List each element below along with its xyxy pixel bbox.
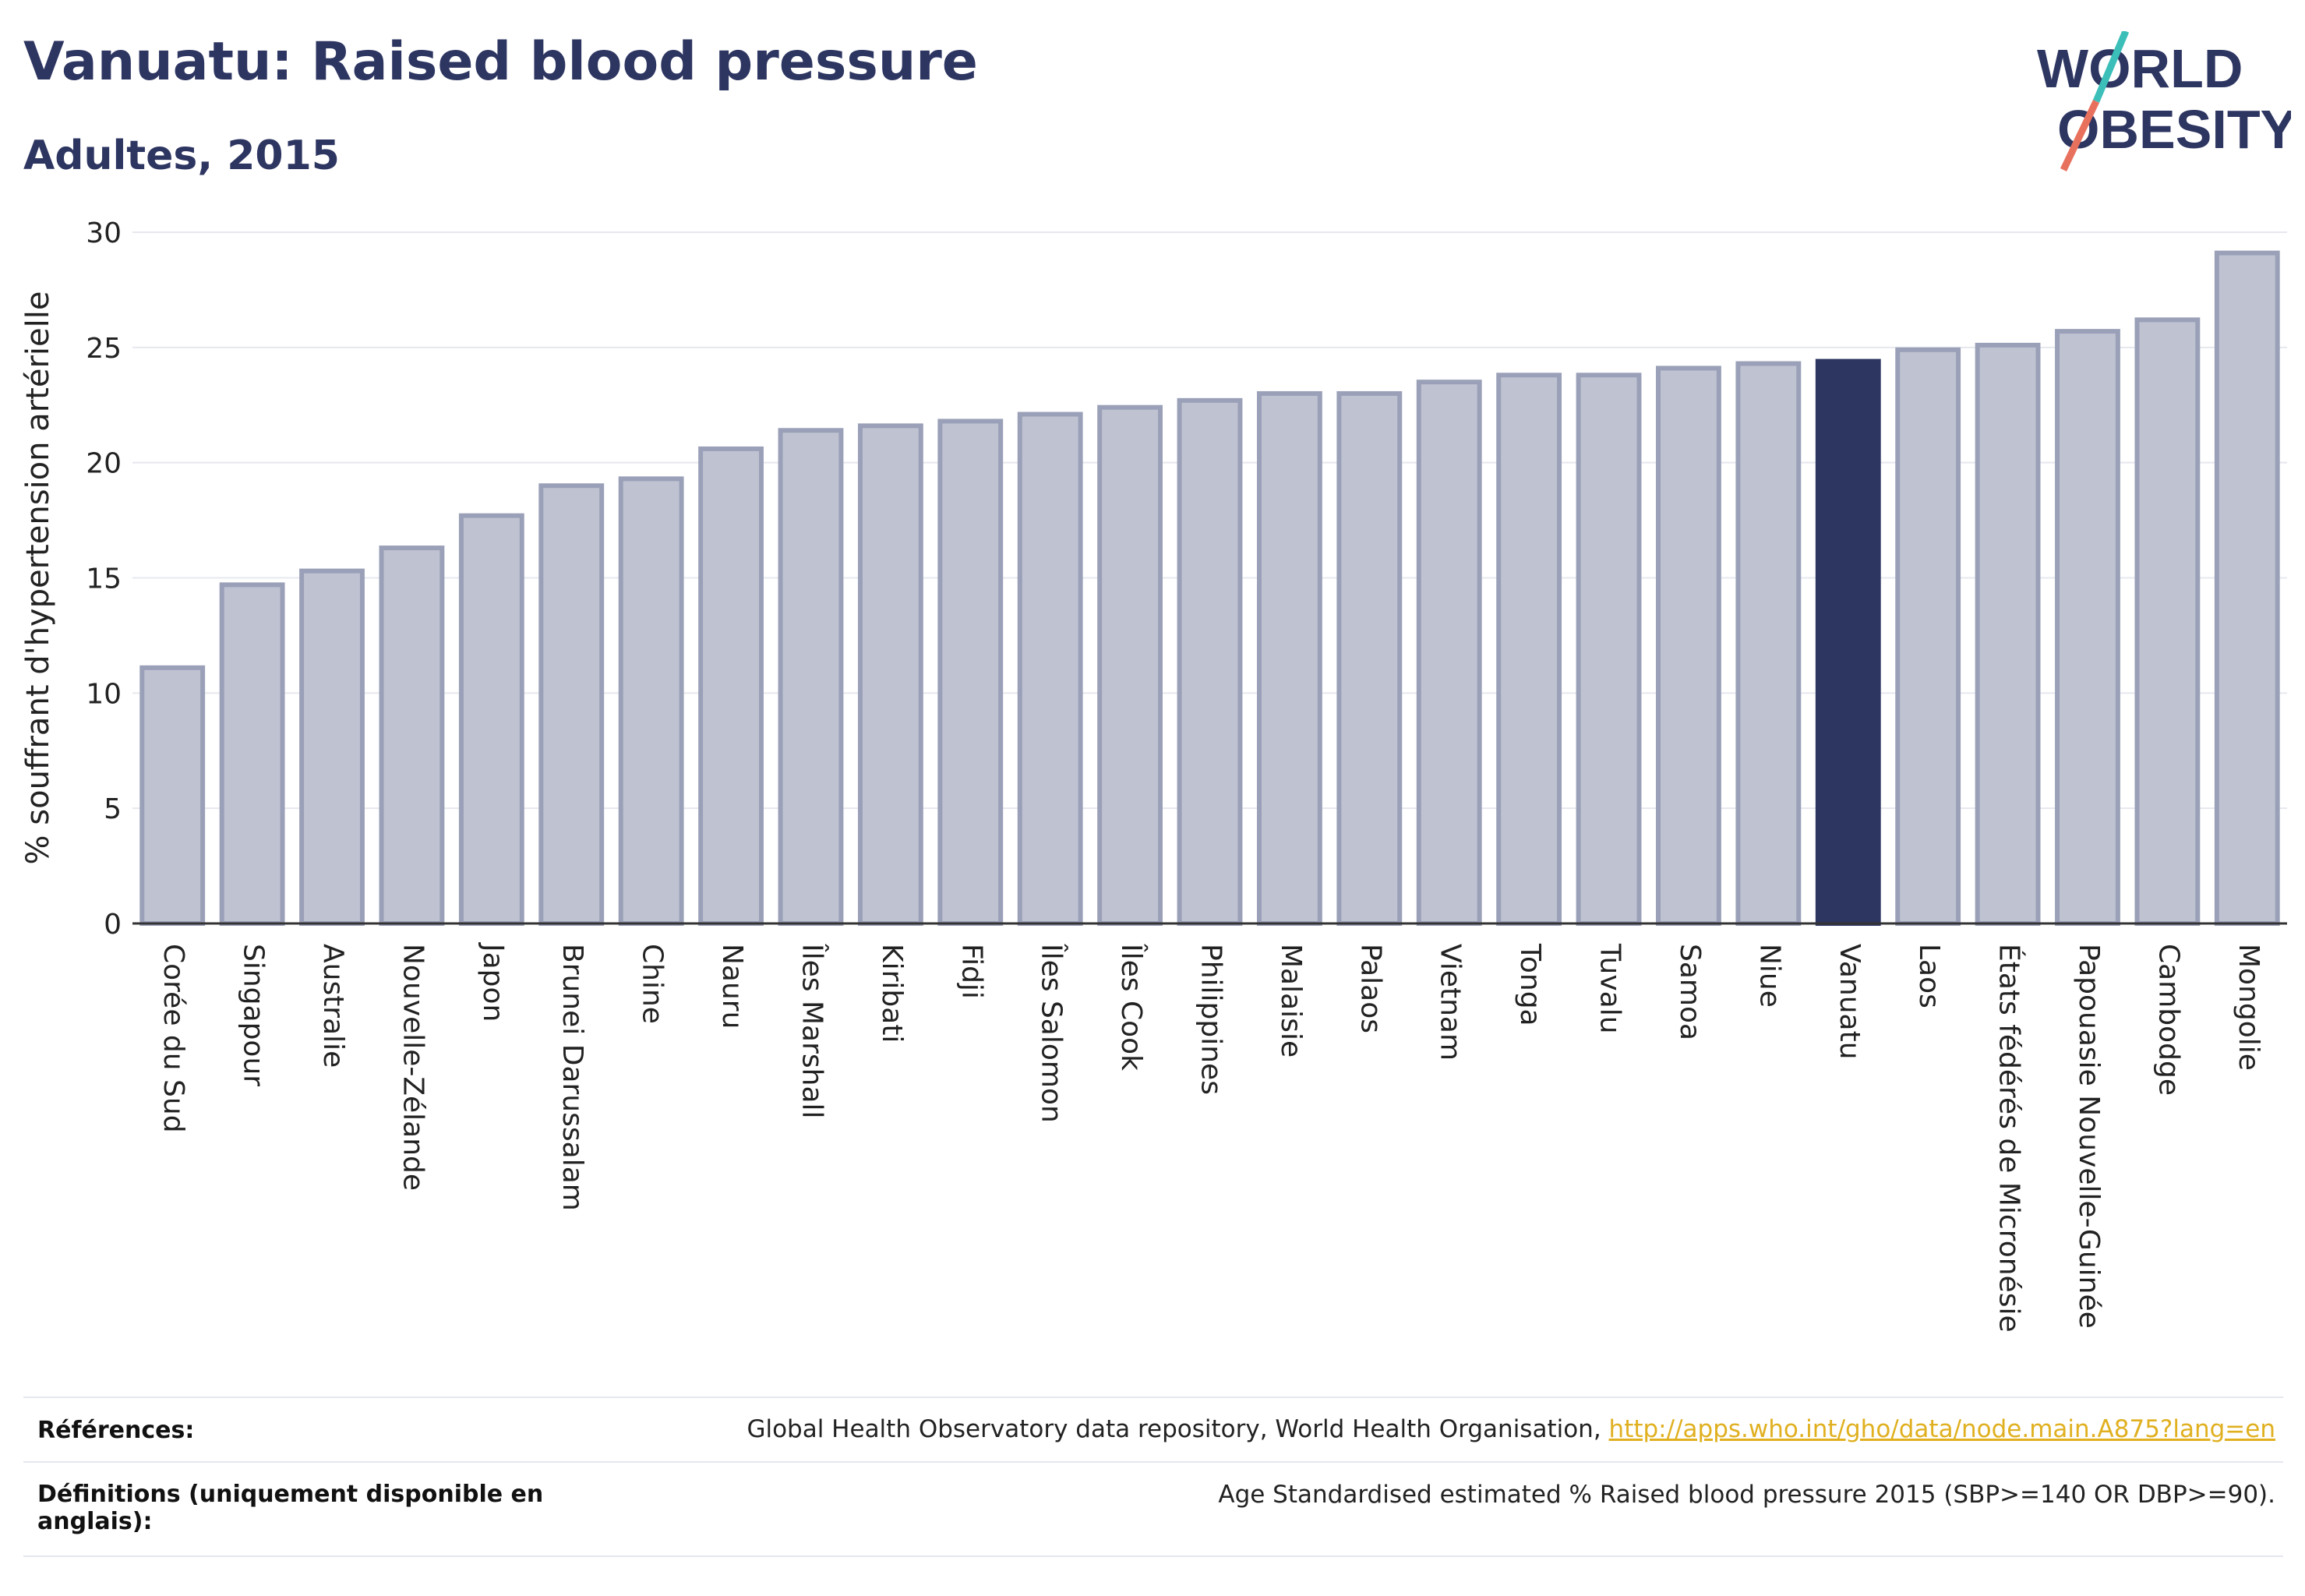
logo-slash-bottom bbox=[2060, 100, 2100, 171]
logo-slash-top bbox=[2092, 31, 2130, 103]
y-tick-label: 0 bbox=[104, 909, 122, 941]
chart-subtitle: Adultes, 2015 bbox=[23, 132, 340, 179]
references-label: Références: bbox=[37, 1417, 195, 1444]
x-tick-label: Papouasie Nouvelle-Guinée bbox=[2073, 944, 2105, 1329]
y-axis-label: % souffrant d'hypertension artérielle bbox=[20, 291, 56, 865]
y-tick-label: 30 bbox=[86, 217, 122, 249]
bar-chine bbox=[618, 476, 684, 926]
bar-philippines bbox=[1177, 397, 1243, 926]
bar-niue bbox=[1735, 361, 1802, 926]
bar-vanuatu bbox=[1815, 358, 1881, 927]
bar-fidji bbox=[937, 418, 1004, 926]
bar-nauru bbox=[698, 446, 764, 926]
x-tick-label: Fidji bbox=[955, 944, 987, 999]
y-tick-label: 15 bbox=[86, 563, 122, 595]
x-tick-label: Brunei Darussalam bbox=[556, 944, 588, 1211]
x-tick-label: Australie bbox=[317, 944, 349, 1068]
footer-divider-middle bbox=[23, 1461, 2283, 1463]
x-tick-label: Vietnam bbox=[1435, 944, 1467, 1061]
definitions-label: Définitions (uniquement disponible en an… bbox=[37, 1481, 543, 1535]
definitions-label-line1: Définitions (uniquement disponible en bbox=[37, 1481, 544, 1508]
definitions-label-line2: anglais): bbox=[37, 1508, 153, 1535]
bar-chart: 0 5 10 15 20 25 30 Corée du Sud Singapour Austra… bbox=[20, 217, 2287, 1333]
bar-mongolie bbox=[2214, 250, 2280, 926]
x-tick-label: Samoa bbox=[1674, 944, 1706, 1040]
x-tick-label: Philippines bbox=[1195, 944, 1227, 1095]
x-tick-label: Laos bbox=[1913, 944, 1945, 1008]
x-tick-label: Nauru bbox=[716, 944, 748, 1029]
bar-nouvelle-zélande bbox=[379, 546, 445, 927]
x-tick-label: États fédérés de Micronésie bbox=[1993, 944, 2026, 1333]
x-tick-label: Corée du Sud bbox=[157, 944, 189, 1133]
bar-malaisie bbox=[1256, 390, 1322, 926]
x-tick-label: Îles Cook bbox=[1115, 943, 1148, 1071]
bar-états-fédérés-de-micronésie bbox=[1975, 342, 2041, 927]
bar-îles-salomon bbox=[1017, 411, 1083, 926]
y-tick-label: 20 bbox=[86, 448, 122, 480]
footer-divider-bottom bbox=[23, 1555, 2283, 1557]
x-tick-label: Chine bbox=[637, 944, 669, 1024]
bars bbox=[139, 250, 2280, 927]
x-tick-label: Tonga bbox=[1514, 943, 1546, 1026]
bar-papouasie-nouvelle-guinée bbox=[2055, 329, 2120, 926]
bar-cambodge bbox=[2134, 317, 2201, 926]
bar-îles-cook bbox=[1097, 404, 1163, 926]
definitions-value: Age Standardised estimated % Raised bloo… bbox=[1218, 1481, 2275, 1509]
x-tick-label: Nouvelle-Zélande bbox=[397, 944, 429, 1191]
references-value: Global Health Observatory data repositor… bbox=[747, 1415, 2275, 1443]
world-obesity-logo: WORLD OBESITY bbox=[2037, 31, 2291, 171]
bar-japon bbox=[458, 513, 524, 926]
bar-îles-marshall bbox=[778, 428, 844, 926]
chart-title: Vanuatu: Raised blood pressure bbox=[23, 31, 978, 93]
bar-tuvalu bbox=[1576, 373, 1642, 926]
x-tick-label: Kiribati bbox=[876, 944, 908, 1043]
bar-brunei-darussalam bbox=[538, 483, 605, 926]
bar-corée-du-sud bbox=[139, 665, 206, 926]
x-tick-label: Îles Marshall bbox=[796, 943, 828, 1119]
x-tick-label: Palaos bbox=[1354, 944, 1386, 1033]
x-tick-label: Singapour bbox=[238, 944, 270, 1086]
bar-vietnam bbox=[1416, 380, 1482, 926]
bar-singapour bbox=[219, 582, 285, 926]
bar-australie bbox=[299, 568, 365, 926]
references-text: Global Health Observatory data repositor… bbox=[747, 1415, 1609, 1443]
bar-samoa bbox=[1656, 365, 1721, 926]
x-tick-label: Tuvalu bbox=[1594, 943, 1626, 1034]
x-tick-label: Japon bbox=[477, 942, 509, 1022]
bar-laos bbox=[1895, 347, 1961, 927]
x-tick-label: Niue bbox=[1753, 944, 1785, 1008]
x-tick-label: Malaisie bbox=[1275, 944, 1307, 1058]
logo-word-world: WORLD bbox=[2037, 38, 2243, 99]
y-tick-label: 10 bbox=[86, 678, 122, 710]
y-tick-labels: 0 5 10 15 20 25 30 bbox=[86, 217, 122, 941]
bar-tonga bbox=[1496, 373, 1562, 926]
y-tick-label: 25 bbox=[86, 333, 122, 365]
x-tick-label: Cambodge bbox=[2152, 944, 2184, 1096]
references-link[interactable]: http://apps.who.int/gho/data/node.main.A… bbox=[1608, 1415, 2275, 1443]
x-tick-label: Vanuatu bbox=[1834, 944, 1866, 1060]
x-tick-label: Îles Salomon bbox=[1036, 943, 1068, 1123]
x-tick-label: Mongolie bbox=[2233, 944, 2264, 1071]
y-tick-label: 5 bbox=[104, 793, 122, 825]
bar-kiribati bbox=[857, 423, 923, 926]
bar-palaos bbox=[1336, 390, 1403, 926]
footer-divider-top bbox=[23, 1396, 2283, 1398]
x-tick-labels: Corée du Sud Singapour Australie Nouvelle-Z… bbox=[157, 942, 2264, 1333]
